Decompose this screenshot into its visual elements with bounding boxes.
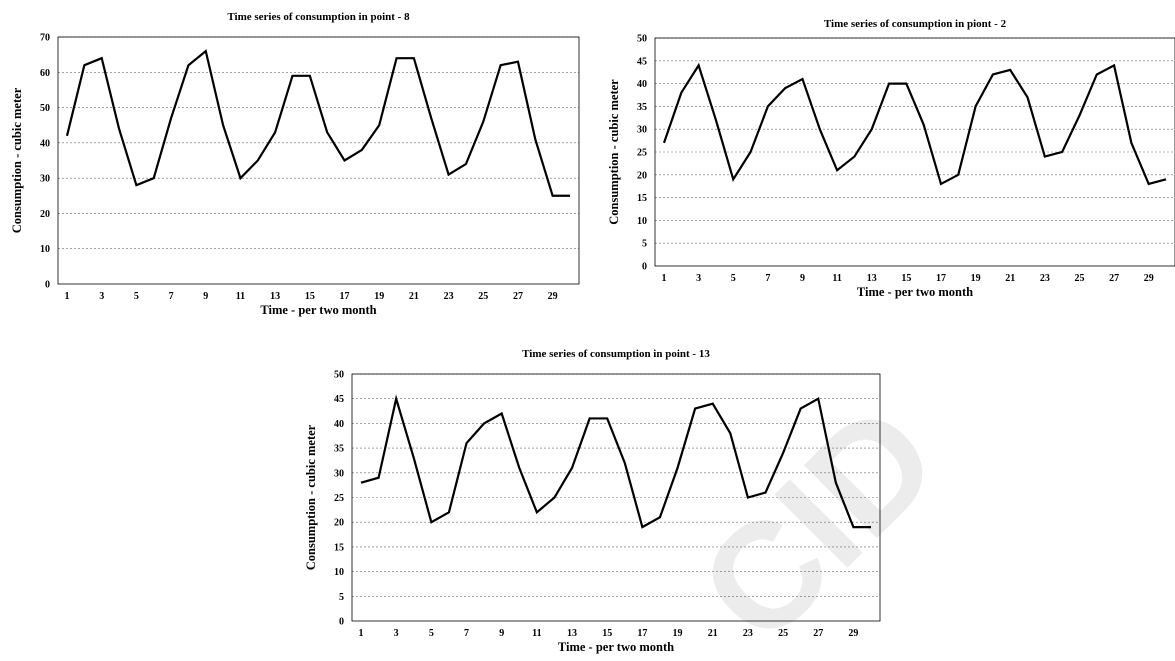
y-tick-label: 35 [637,102,647,113]
x-tick-label: 1 [65,291,70,302]
x-tick-label: 21 [708,628,718,639]
x-axis-label: Time - per two month [558,640,674,654]
y-tick-label: 5 [339,592,344,603]
x-tick-label: 19 [673,628,683,639]
y-tick-label: 25 [637,148,647,159]
x-tick-label: 29 [1144,273,1154,284]
x-tick-label: 15 [602,628,612,639]
y-tick-label: 0 [642,262,647,273]
y-tick-label: 20 [40,209,50,220]
y-axis-label: Consumption - cubic meter [10,87,24,233]
chart-title: Time series of consumption in piont - 2 [824,18,1007,30]
x-tick-label: 25 [778,628,788,639]
y-tick-label: 40 [637,79,647,90]
y-tick-label: 40 [334,419,344,430]
x-tick-label: 1 [662,273,667,284]
series-line [662,62,1167,186]
y-tick-label: 0 [339,617,344,628]
x-tick-label: 5 [429,628,434,639]
x-tick-label: 13 [567,628,577,639]
x-tick-label: 13 [867,273,877,284]
x-tick-label: 3 [394,628,399,639]
chart-title: Time series of consumption in point - 13 [522,348,710,360]
y-tick-label: 40 [40,138,50,149]
series-line [360,394,871,529]
x-tick-label: 25 [1074,273,1084,284]
y-tick-label: 10 [637,216,647,227]
x-tick-label: 11 [236,291,245,302]
x-tick-label: 7 [169,291,174,302]
x-tick-label: 29 [848,628,858,639]
x-tick-label: 15 [305,291,315,302]
y-tick-label: 50 [637,34,647,45]
x-axis-label: Time - per two month [260,303,376,317]
plot-area [57,36,580,285]
x-tick-label: 17 [637,628,647,639]
chart-point-13: Time series of consumption in point - 13… [304,348,881,654]
y-tick-label: 70 [40,33,50,44]
x-tick-label: 5 [731,273,736,284]
y-tick-label: 25 [334,493,344,504]
y-tick-label: 15 [334,542,344,553]
x-tick-label: 15 [901,273,911,284]
y-tick-label: 45 [334,394,344,405]
x-tick-label: 1 [359,628,364,639]
y-tick-label: 20 [334,518,344,529]
x-tick-label: 11 [532,628,541,639]
x-tick-label: 25 [478,291,488,302]
y-tick-label: 45 [637,56,647,67]
x-tick-label: 11 [832,273,841,284]
x-tick-label: 23 [743,628,753,639]
plot-area [351,373,881,622]
x-tick-label: 27 [1109,273,1119,284]
x-tick-label: 9 [800,273,805,284]
x-tick-label: 27 [513,291,523,302]
chart-title: Time series of consumption in point - 8 [227,11,410,23]
x-tick-label: 19 [971,273,981,284]
x-tick-label: 21 [409,291,419,302]
y-tick-label: 30 [40,174,50,185]
y-tick-label: 5 [642,239,647,250]
x-tick-label: 17 [936,273,946,284]
x-tick-label: 3 [99,291,104,302]
y-tick-label: 60 [40,68,50,79]
y-tick-label: 15 [637,193,647,204]
x-tick-label: 27 [813,628,823,639]
x-tick-label: 9 [203,291,208,302]
watermark-text: CID [668,373,969,661]
x-tick-label: 29 [548,291,558,302]
x-tick-label: 7 [464,628,469,639]
x-tick-label: 23 [1040,273,1050,284]
x-tick-label: 7 [765,273,770,284]
y-tick-label: 50 [334,370,344,381]
x-tick-label: 19 [374,291,384,302]
x-tick-label: 13 [270,291,280,302]
y-tick-label: 10 [40,244,50,255]
x-tick-label: 9 [499,628,504,639]
y-tick-label: 30 [637,125,647,136]
x-tick-label: 3 [696,273,701,284]
y-tick-label: 35 [334,444,344,455]
x-tick-label: 17 [340,291,350,302]
y-tick-label: 30 [334,468,344,479]
x-tick-label: 5 [134,291,139,302]
y-tick-label: 50 [40,103,50,114]
chart-point-2: Time series of consumption in piont - 2 0… [607,18,1175,299]
chart-point-8: Time series of consumption in point - 8 0… [10,11,580,317]
y-tick-label: 0 [45,280,50,291]
y-axis-label: Consumption - cubic meter [304,424,318,570]
x-tick-label: 21 [1005,273,1015,284]
y-axis-label: Consumption - cubic meter [607,79,621,225]
y-tick-label: 20 [637,170,647,181]
plot-area [654,37,1175,267]
series-line [65,49,570,197]
x-axis-label: Time - per two month [857,285,973,299]
y-tick-label: 10 [334,567,344,578]
x-tick-label: 23 [444,291,454,302]
